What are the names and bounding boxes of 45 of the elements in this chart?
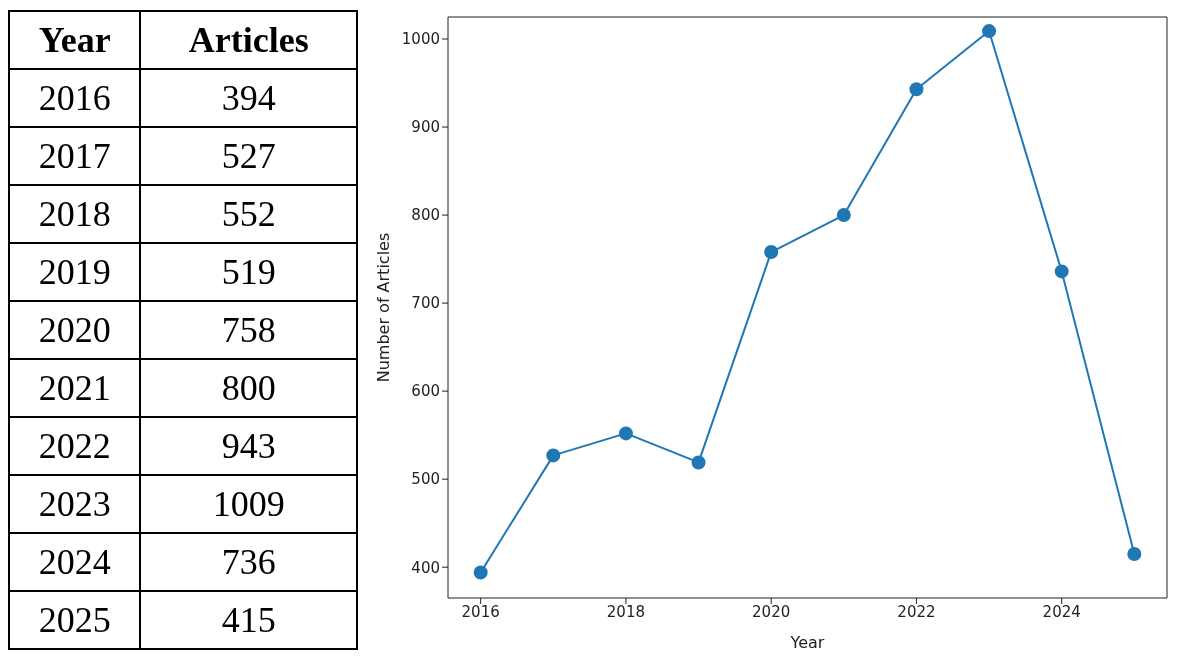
x-tick-label: Articles <box>140 11 357 69</box>
data-label: 519 <box>140 243 357 301</box>
point <box>473 565 488 580</box>
point <box>618 426 633 441</box>
y-tick-label: 2020 <box>9 301 141 359</box>
x-tick-label: 2020 <box>752 602 791 621</box>
data-label: 943 <box>140 417 357 475</box>
point <box>691 455 706 470</box>
x-tick-label: 2024 <box>1042 602 1081 621</box>
y-tick-label: 800 <box>411 206 440 225</box>
x-tick-label: 2016 <box>461 602 500 621</box>
y-tick-label: 2016 <box>9 69 141 127</box>
data-label: 800 <box>140 359 357 417</box>
x-axis-title: Year <box>789 633 825 652</box>
y-tick-label: 2017 <box>9 127 141 185</box>
data-label: 758 <box>140 301 357 359</box>
y-tick-label: 900 <box>411 118 440 137</box>
y-tick-label: 2022 <box>9 417 141 475</box>
y-tick-label: 2021 <box>9 359 141 417</box>
y-tick-label: 2025 <box>9 591 141 649</box>
y-tick-label: 1000 <box>401 30 440 49</box>
point <box>1127 546 1142 561</box>
y-tick-label: 400 <box>411 558 440 577</box>
y-tick-label: 2019 <box>9 243 141 301</box>
y-axis-title: Year <box>9 11 141 69</box>
y-tick-label: 700 <box>411 294 440 313</box>
x-tick-label: 2018 <box>606 602 646 621</box>
point <box>909 82 924 97</box>
point <box>982 24 997 39</box>
point <box>836 208 851 223</box>
point <box>1054 264 1069 279</box>
y-axis-title: Number of Articles <box>373 232 393 383</box>
data-label: 415 <box>140 591 357 649</box>
data-label: 394 <box>140 69 357 127</box>
y-tick-label: 2018 <box>9 185 141 243</box>
point <box>764 245 779 260</box>
data-label: 1009 <box>140 475 357 533</box>
point <box>546 448 561 463</box>
data-label: 736 <box>140 533 357 591</box>
x-tick-label: 2022 <box>897 602 936 621</box>
y-tick-label: 500 <box>411 470 440 489</box>
y-tick-label: 600 <box>411 382 440 401</box>
data-label: 527 <box>140 127 357 185</box>
data-label: 552 <box>140 185 357 243</box>
y-tick-label: 2023 <box>9 475 141 533</box>
